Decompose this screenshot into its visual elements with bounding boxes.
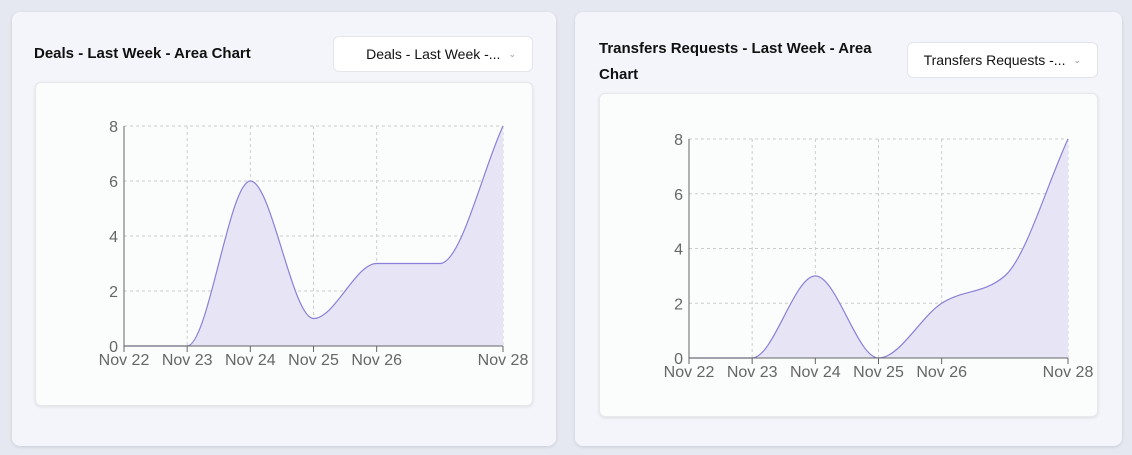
chevron-down-icon: ⌄ (1073, 54, 1081, 65)
chart-select-value: Deals - Last Week -... (366, 46, 501, 62)
y-tick-label: 6 (674, 187, 683, 204)
chart-select[interactable]: Transfers Requests -... ⌄ (907, 42, 1098, 78)
area-chart-0: 0 2 4 6 8 Nov 22 Nov 23 Nov 24 Nov 25 Nov 26 Nov 2… (99, 119, 529, 369)
x-tick-label: Nov 23 (727, 364, 778, 381)
area-fill (689, 139, 1068, 358)
x-tick-label: Nov 26 (351, 352, 402, 369)
chart-container (599, 93, 1098, 417)
x-tick-label: Nov 25 (288, 352, 339, 369)
x-tick-label: Nov 26 (916, 364, 967, 381)
y-tick-label: 8 (109, 119, 118, 136)
y-tick-label: 2 (109, 284, 118, 301)
y-tick-label: 8 (674, 132, 683, 149)
x-tick-label: Nov 24 (225, 352, 276, 369)
x-tick-label: Nov 28 (1043, 364, 1094, 381)
x-tick-label: Nov 22 (664, 364, 715, 381)
y-tick-label: 0 (674, 351, 683, 368)
area-line (124, 125, 504, 347)
y-tick-label: 2 (674, 296, 683, 313)
card-title: Deals - Last Week - Area Chart (34, 45, 251, 62)
chart-select[interactable]: Deals - Last Week -... ⌄ (333, 36, 533, 72)
y-tick-label: 4 (109, 229, 118, 246)
transfers-card: Transfers Requests - Last Week - Area Ch… (575, 12, 1122, 446)
card-title: Transfers Requests - Last Week - Area Ch… (599, 40, 872, 83)
y-tick-label: 4 (674, 242, 683, 259)
x-tick-label: Nov 24 (790, 364, 841, 381)
x-tick-label: Nov 25 (853, 364, 904, 381)
y-tick-label: 0 (109, 339, 118, 356)
chart-select-value: Transfers Requests -... (923, 52, 1066, 68)
x-tick-label: Nov 22 (99, 352, 150, 369)
x-tick-label: Nov 23 (162, 352, 213, 369)
y-tick-label: 6 (109, 174, 118, 191)
area-chart-1: 0 2 4 6 8 Nov 22 Nov 23 Nov 24 Nov 25 Nov 26 Nov 2… (664, 132, 1094, 381)
chevron-down-icon: ⌄ (508, 48, 516, 59)
area-fill (124, 126, 503, 346)
x-tick-label: Nov 28 (478, 352, 529, 369)
chart-container (35, 82, 533, 406)
